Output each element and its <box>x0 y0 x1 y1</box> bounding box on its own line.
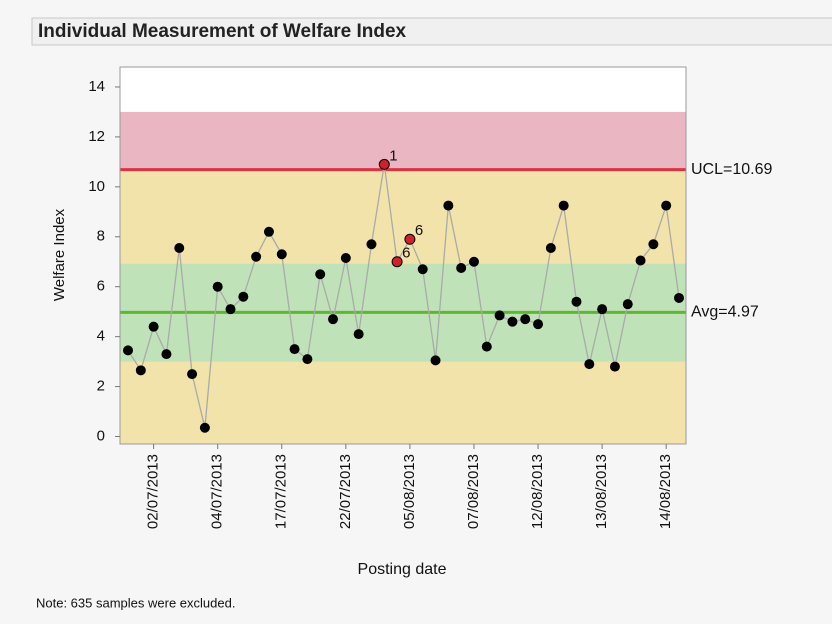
chart-title: Individual Measurement of Welfare Index <box>38 21 407 42</box>
y-tick-label: 12 <box>88 128 105 145</box>
data-point <box>571 296 582 307</box>
data-point <box>545 243 556 254</box>
data-point <box>340 252 351 263</box>
data-point <box>161 349 172 360</box>
y-tick-label: 2 <box>97 378 105 395</box>
data-point <box>263 226 274 237</box>
flag-label: 6 <box>415 222 423 239</box>
y-tick-label: 6 <box>97 278 105 295</box>
y-axis-label: Welfare Index <box>51 208 68 301</box>
x-tick-label: 14/08/2013 <box>657 454 674 529</box>
x-tick-label: 22/07/2013 <box>337 454 354 529</box>
data-point <box>674 292 684 303</box>
avg-label: Avg=4.97 <box>691 304 759 321</box>
x-tick-label: 07/08/2013 <box>465 454 482 529</box>
x-tick-label: 17/07/2013 <box>273 454 290 529</box>
data-point <box>533 319 544 330</box>
data-point <box>558 200 569 211</box>
data-point <box>456 262 467 273</box>
data-point <box>187 369 198 380</box>
title-bar <box>31 17 832 46</box>
data-point <box>251 251 262 262</box>
data-point <box>481 341 492 352</box>
data-point <box>276 249 287 260</box>
data-point <box>199 422 210 433</box>
data-point <box>404 233 416 245</box>
data-point <box>148 321 159 332</box>
y-tick-label: 8 <box>97 228 105 245</box>
data-point <box>635 255 646 266</box>
note: Note: 635 samples were excluded. <box>36 595 235 610</box>
data-point <box>430 355 441 366</box>
y-tick-label: 14 <box>88 78 105 95</box>
data-point <box>648 239 659 250</box>
y-tick-label: 0 <box>97 427 105 444</box>
x-axis-label: Posting date <box>358 561 447 578</box>
data-point <box>417 264 428 275</box>
data-point <box>238 291 249 302</box>
data-point <box>584 359 595 370</box>
data-point <box>391 256 403 268</box>
data-point <box>315 269 326 280</box>
data-point <box>123 345 133 356</box>
data-point <box>494 310 505 321</box>
y-tick-label: 4 <box>97 328 105 345</box>
data-point <box>609 361 620 372</box>
data-point <box>507 316 518 327</box>
data-point <box>661 200 672 211</box>
data-point <box>468 256 479 267</box>
data-point <box>174 243 185 254</box>
ucl-label: UCL=10.69 <box>691 161 772 178</box>
x-tick-label: 04/07/2013 <box>209 454 226 529</box>
data-point <box>135 365 146 376</box>
data-point <box>302 354 313 365</box>
flag-label: 6 <box>402 245 410 262</box>
plot-frame <box>119 66 687 445</box>
data-point <box>378 158 390 170</box>
data-point <box>622 299 633 310</box>
data-point <box>225 304 236 315</box>
data-point <box>353 329 364 340</box>
x-tick-label: 12/08/2013 <box>529 454 546 529</box>
data-point <box>443 200 454 211</box>
data-point <box>520 314 531 325</box>
x-tick-label: 13/08/2013 <box>593 454 610 529</box>
x-tick-label: 02/07/2013 <box>145 454 162 529</box>
data-point <box>366 239 377 250</box>
zone <box>120 111 686 170</box>
data-point <box>328 314 339 325</box>
data-point <box>597 304 608 315</box>
data-point <box>289 344 300 355</box>
flag-label: 1 <box>389 147 397 164</box>
y-tick-label: 10 <box>88 178 105 195</box>
x-tick-label: 05/08/2013 <box>401 454 418 529</box>
data-point <box>212 281 223 292</box>
